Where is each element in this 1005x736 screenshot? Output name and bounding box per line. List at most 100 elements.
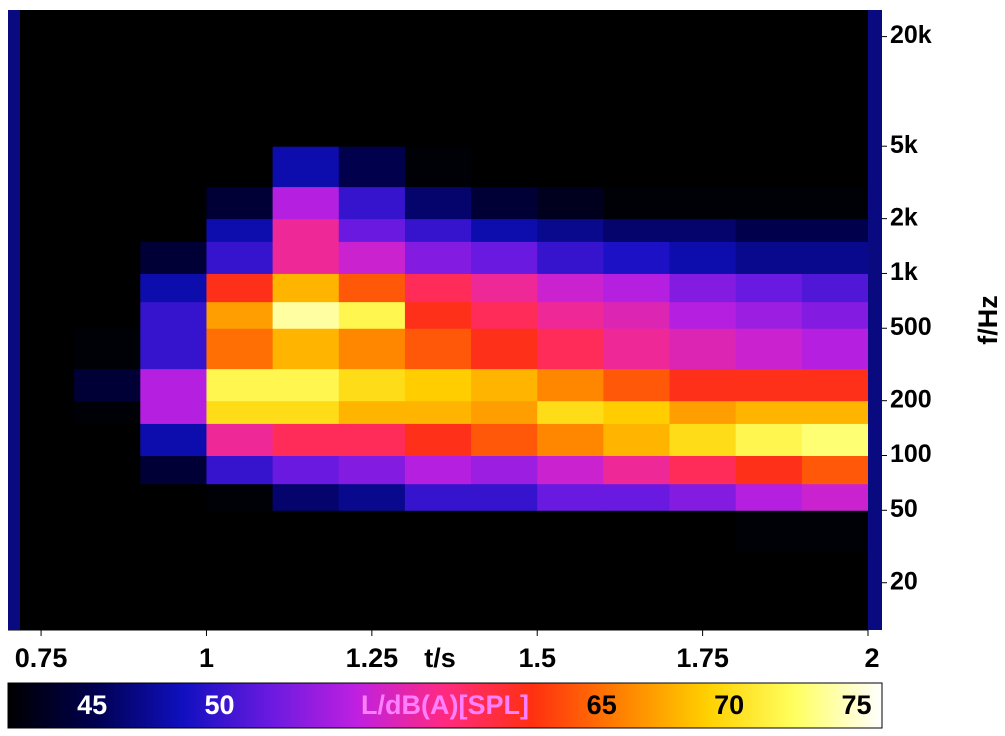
cell xyxy=(338,273,406,303)
cell xyxy=(404,550,472,584)
y-tick-label: 50 xyxy=(890,495,918,523)
cell xyxy=(74,241,141,274)
cell xyxy=(74,186,141,220)
cell xyxy=(801,301,869,329)
cell xyxy=(404,273,472,303)
cell xyxy=(801,483,869,511)
cell xyxy=(74,510,141,552)
cell xyxy=(338,550,406,584)
cell xyxy=(272,550,340,584)
cell xyxy=(801,550,869,584)
y-tick-label: 5k xyxy=(890,131,918,159)
cell xyxy=(801,423,869,456)
cell xyxy=(471,400,538,424)
cell xyxy=(140,400,207,424)
cell xyxy=(471,273,538,303)
cell xyxy=(603,328,671,370)
cell xyxy=(140,301,207,329)
cell xyxy=(338,368,406,402)
cell xyxy=(735,582,803,631)
colorbar-tick-label: 65 xyxy=(587,690,617,720)
y-tick-label: 2k xyxy=(890,203,918,231)
cell xyxy=(206,423,274,456)
cell xyxy=(206,400,274,424)
x-tick-label: 1.25 xyxy=(346,643,399,673)
left-strip xyxy=(8,10,20,630)
cell xyxy=(603,368,671,402)
cell xyxy=(206,328,274,370)
y-tick-label: 20k xyxy=(890,21,932,49)
cell xyxy=(206,550,274,584)
x-tick-label: 1.5 xyxy=(518,643,556,673)
cell xyxy=(74,328,141,370)
cell xyxy=(801,273,869,303)
cell xyxy=(206,186,274,220)
cell xyxy=(603,10,671,147)
cell xyxy=(140,455,207,485)
cell xyxy=(603,510,671,552)
cell xyxy=(338,10,406,147)
cell xyxy=(272,10,340,147)
cell xyxy=(801,400,869,424)
cell xyxy=(669,483,737,511)
cell xyxy=(140,483,207,511)
cell xyxy=(140,423,207,456)
x-tick-label: 1 xyxy=(199,643,214,673)
cell xyxy=(206,146,274,188)
cell xyxy=(801,510,869,552)
cell xyxy=(404,368,472,402)
cell xyxy=(140,582,207,631)
cell xyxy=(404,400,472,424)
cell xyxy=(801,328,869,370)
y-tick-label: 200 xyxy=(890,385,932,413)
cell xyxy=(140,510,207,552)
cell xyxy=(801,582,869,631)
cell xyxy=(801,218,869,242)
cell xyxy=(471,146,538,188)
cell xyxy=(74,146,141,188)
cell xyxy=(669,146,737,188)
cell xyxy=(537,10,604,147)
cell xyxy=(338,455,406,485)
cell xyxy=(603,218,671,242)
cell xyxy=(801,10,869,147)
cell xyxy=(338,582,406,631)
cell xyxy=(206,301,274,329)
cell xyxy=(272,241,340,274)
cell xyxy=(537,483,604,511)
cell xyxy=(140,328,207,370)
cell xyxy=(735,368,803,402)
cell xyxy=(338,186,406,220)
cell xyxy=(140,146,207,188)
cell xyxy=(537,301,604,329)
cell xyxy=(140,550,207,584)
cell xyxy=(140,241,207,274)
cell xyxy=(404,455,472,485)
cell xyxy=(603,582,671,631)
cell xyxy=(735,218,803,242)
cell xyxy=(74,218,141,242)
cell xyxy=(8,400,75,424)
cell xyxy=(338,241,406,274)
colorbar-tick-label: 70 xyxy=(714,690,744,720)
cell xyxy=(404,582,472,631)
cell xyxy=(669,550,737,584)
cell xyxy=(206,10,274,147)
cell xyxy=(471,368,538,402)
cell xyxy=(801,455,869,485)
cell xyxy=(471,301,538,329)
cell xyxy=(603,483,671,511)
y-tick-label: 100 xyxy=(890,440,932,468)
cell xyxy=(603,241,671,274)
cell xyxy=(272,328,340,370)
cell xyxy=(603,273,671,303)
cell xyxy=(603,400,671,424)
cell xyxy=(338,301,406,329)
cell xyxy=(471,582,538,631)
cell xyxy=(471,510,538,552)
cell xyxy=(471,218,538,242)
cell xyxy=(735,273,803,303)
cell xyxy=(206,582,274,631)
cell xyxy=(74,400,141,424)
cell xyxy=(140,368,207,402)
